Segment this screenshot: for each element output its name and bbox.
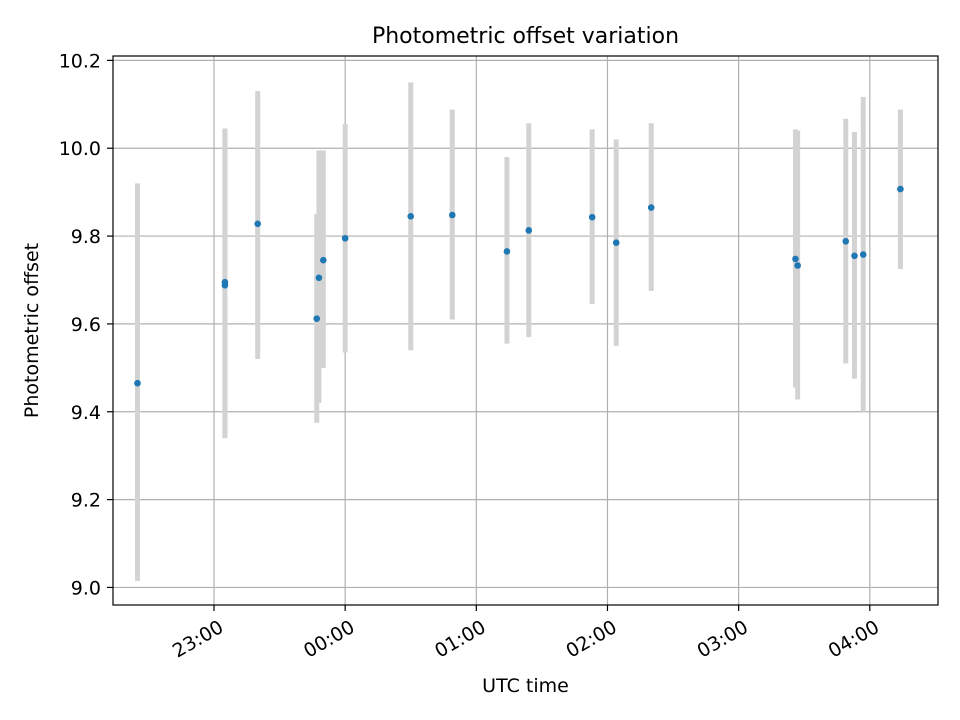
y-tick-label: 9.4 — [71, 402, 101, 424]
data-point — [842, 238, 850, 245]
data-point — [851, 252, 858, 260]
y-tick-label: 9.8 — [71, 226, 101, 248]
data-points — [134, 185, 904, 387]
data-point — [448, 211, 456, 219]
data-point — [254, 220, 262, 228]
y-axis-label: Photometric offset — [21, 243, 43, 418]
x-axis-label: UTC time — [482, 675, 569, 697]
y-tick-label: 10.0 — [59, 138, 101, 160]
data-point — [588, 213, 596, 221]
y-tick-label: 9.6 — [71, 314, 101, 336]
data-point — [221, 281, 229, 289]
data-point — [503, 248, 511, 255]
y-tick-label: 10.2 — [59, 50, 101, 72]
grid — [113, 56, 938, 605]
plot-frame — [112, 55, 939, 606]
axis-ticks: 9.0 9.2 9.4 9.6 9.8 10.0 10.2 23:00 00:00 01:00 02… — [59, 50, 883, 662]
error-bars — [134, 82, 903, 581]
x-tick-label: 23:00 — [169, 616, 227, 662]
data-point — [794, 262, 801, 269]
data-point — [897, 185, 904, 193]
data-point — [859, 251, 867, 258]
x-tick-label: 01:00 — [431, 616, 489, 662]
data-point — [319, 256, 327, 264]
data-point — [647, 204, 655, 211]
x-tick-label: 03:00 — [694, 616, 752, 662]
y-tick-label: 9.2 — [71, 490, 101, 512]
data-point — [407, 213, 415, 220]
data-point — [792, 255, 799, 263]
x-tick-label: 02:00 — [562, 616, 620, 662]
data-point — [313, 315, 321, 322]
data-point — [612, 239, 620, 246]
x-tick-label: 04:00 — [825, 616, 883, 662]
x-tick-label: 00:00 — [300, 616, 358, 662]
chart-title: Photometric offset variation — [372, 24, 679, 49]
data-point — [341, 234, 349, 242]
y-tick-label: 9.0 — [71, 577, 101, 599]
data-point — [315, 274, 323, 282]
data-point — [525, 227, 533, 234]
data-point — [134, 379, 141, 387]
